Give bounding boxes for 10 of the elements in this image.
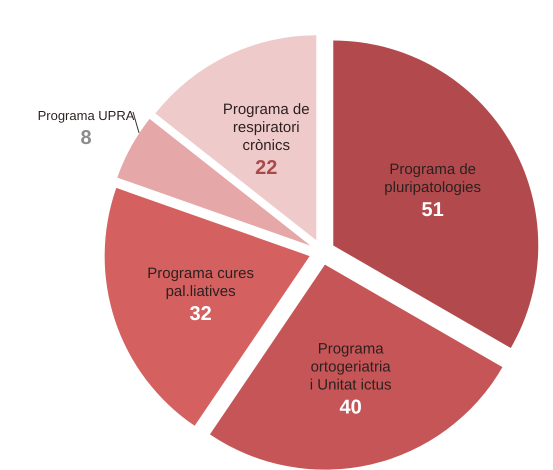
data-label: 40 xyxy=(339,396,362,419)
slice-label: Programa de respiratori crònics xyxy=(222,101,310,154)
data-label: 8 xyxy=(80,126,92,149)
slice-label: Programa ortogeriatria i Unitat ictus xyxy=(310,340,392,394)
slice-label: Programa de pluripatologies xyxy=(384,161,482,196)
data-label: 51 xyxy=(422,199,444,222)
slice-label: Programa UPRA xyxy=(38,108,135,123)
data-label: 32 xyxy=(189,302,212,325)
data-label: 22 xyxy=(255,157,278,180)
slice-label: Programa cures pal.liatives xyxy=(147,264,254,300)
